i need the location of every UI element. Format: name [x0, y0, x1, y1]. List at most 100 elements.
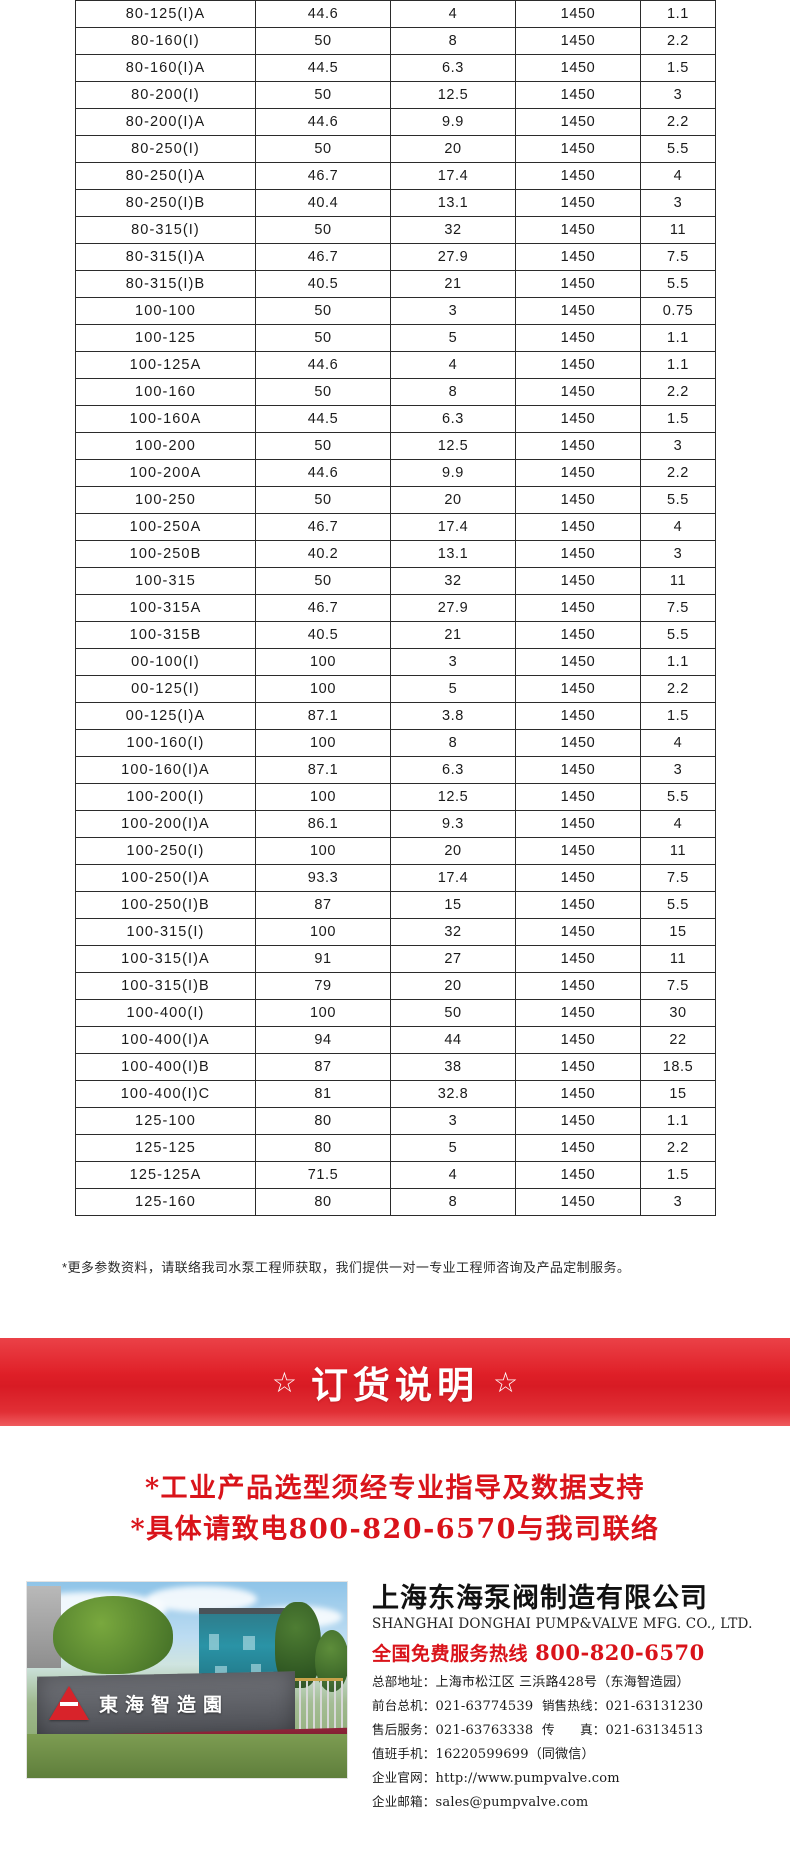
cell-value: 44.5 [255, 54, 391, 82]
pump-spec-table: 80-125(I)A 44.6 4 1450 1.1 80-160(I) 50 8 1450 2.… [75, 0, 716, 1216]
cell-model: 80-160(I) [75, 27, 256, 55]
slogan-line-1: *工业产品选型须经专业指导及数据支持 [144, 1472, 646, 1504]
tree-icon [53, 1596, 173, 1675]
website-label: 企业官网： [372, 1770, 436, 1786]
cell-value: 5.5 [640, 486, 716, 514]
cell-value: 46.7 [255, 513, 391, 541]
table-row: 100-400(I) 100 50 1450 30 [75, 999, 716, 1027]
cell-model: 125-100 [75, 1107, 256, 1135]
cell-value: 1450 [515, 972, 641, 1000]
cell-value: 13.1 [390, 540, 516, 568]
table-row: 100-200A 44.6 9.9 1450 2.2 [75, 459, 716, 487]
table-row: 100-125 50 5 1450 1.1 [75, 324, 716, 352]
cell-value: 1450 [515, 189, 641, 217]
cell-value: 1450 [515, 81, 641, 109]
cell-value: 1450 [515, 486, 641, 514]
order-slogan: *工业产品选型须经专业指导及数据支持 *具体请致电800-820-6570与我司… [0, 1426, 790, 1582]
table-row: 100-250(I)A 93.3 17.4 1450 7.5 [75, 864, 716, 892]
cell-value: 44.6 [255, 108, 391, 136]
service-value: 021-63763338 [435, 1723, 534, 1739]
cell-value: 100 [255, 675, 391, 703]
cell-value: 30 [640, 999, 716, 1027]
cell-model: 80-125(I)A [75, 0, 256, 28]
cell-model: 125-125 [75, 1134, 256, 1162]
website-line[interactable]: 企业官网：http://www.pumpvalve.com [372, 1767, 753, 1786]
cell-model: 80-200(I) [75, 81, 256, 109]
cell-value: 50 [255, 432, 391, 460]
cell-value: 1.5 [640, 702, 716, 730]
company-name-en: SHANGHAI DONGHAI PUMP&VALVE MFG. CO., LT… [372, 1616, 753, 1633]
cell-value: 80 [255, 1134, 391, 1162]
mobile-label: 值班手机： [372, 1746, 436, 1762]
table-row: 100-200(I) 100 12.5 1450 5.5 [75, 783, 716, 811]
cell-value: 8 [390, 27, 516, 55]
cell-model: 100-200(I)A [75, 810, 256, 838]
table-row: 100-200(I)A 86.1 9.3 1450 4 [75, 810, 716, 838]
cell-value: 1450 [515, 270, 641, 298]
cell-value: 40.4 [255, 189, 391, 217]
cell-value: 1450 [515, 567, 641, 595]
cell-value: 93.3 [255, 864, 391, 892]
cell-model: 80-315(I)A [75, 243, 256, 271]
cell-model: 100-400(I)A [75, 1026, 256, 1054]
cell-value: 71.5 [255, 1161, 391, 1189]
cell-value: 1.1 [640, 351, 716, 379]
cell-value: 100 [255, 999, 391, 1027]
cell-value: 1450 [515, 1161, 641, 1189]
cell-value: 4 [390, 0, 516, 28]
cell-value: 1450 [515, 1080, 641, 1108]
cell-value: 7.5 [640, 864, 716, 892]
cell-value: 1450 [515, 513, 641, 541]
front-desk-label: 前台总机： [372, 1698, 436, 1714]
cell-value: 87.1 [255, 702, 391, 730]
cell-value: 1450 [515, 297, 641, 325]
banner-title: 订货说明 [311, 1363, 479, 1407]
cell-value: 1.1 [640, 1107, 716, 1135]
cell-value: 3 [390, 648, 516, 676]
table-row: 100-160(I) 100 8 1450 4 [75, 729, 716, 757]
cell-model: 125-160 [75, 1188, 256, 1216]
cell-value: 5 [390, 1134, 516, 1162]
cell-value: 46.7 [255, 162, 391, 190]
fax-label: 传 真： [541, 1722, 606, 1738]
cell-value: 2.2 [640, 459, 716, 487]
cell-value: 1450 [515, 837, 641, 865]
email-line[interactable]: 企业邮箱：sales@pumpvalve.com [372, 1791, 753, 1810]
cell-model: 100-400(I)C [75, 1080, 256, 1108]
table-row: 125-100 80 3 1450 1.1 [75, 1107, 716, 1135]
cell-value: 50 [255, 27, 391, 55]
hotline-number: 800-820-6570 [535, 1640, 705, 1666]
cell-value: 50 [255, 567, 391, 595]
cell-value: 17.4 [390, 864, 516, 892]
table-row: 80-200(I) 50 12.5 1450 3 [75, 81, 716, 109]
cell-value: 3 [640, 432, 716, 460]
cell-value: 50 [390, 999, 516, 1027]
table-row: 80-315(I) 50 32 1450 11 [75, 216, 716, 244]
service-label: 售后服务： [372, 1722, 436, 1738]
cell-value: 2.2 [640, 378, 716, 406]
table-footnote: *更多参数资料，请联络我司水泵工程师获取，我们提供一对一专业工程师咨询及产品定制… [62, 1260, 631, 1275]
cell-value: 46.7 [255, 594, 391, 622]
cell-value: 1450 [515, 864, 641, 892]
website-value[interactable]: http://www.pumpvalve.com [435, 1771, 620, 1787]
cloud-icon [147, 1586, 257, 1613]
cell-value: 4 [640, 729, 716, 757]
table-row: 100-400(I)C 81 32.8 1450 15 [75, 1080, 716, 1108]
table-row: 100-200 50 12.5 1450 3 [75, 432, 716, 460]
cell-value: 79 [255, 972, 391, 1000]
cell-value: 1450 [515, 459, 641, 487]
cell-model: 100-315 [75, 567, 256, 595]
cell-value: 1450 [515, 135, 641, 163]
table-row: 125-125A 71.5 4 1450 1.5 [75, 1161, 716, 1189]
star-left-icon: ☆ [271, 1366, 297, 1398]
cell-value: 21 [390, 270, 516, 298]
cell-value: 1450 [515, 729, 641, 757]
email-value[interactable]: sales@pumpvalve.com [435, 1795, 589, 1811]
cell-model: 00-100(I) [75, 648, 256, 676]
cell-model: 100-100 [75, 297, 256, 325]
cell-model: 100-160(I)A [75, 756, 256, 784]
table-row: 100-250(I)B 87 15 1450 5.5 [75, 891, 716, 919]
table-row: 00-100(I) 100 3 1450 1.1 [75, 648, 716, 676]
cell-value: 94 [255, 1026, 391, 1054]
